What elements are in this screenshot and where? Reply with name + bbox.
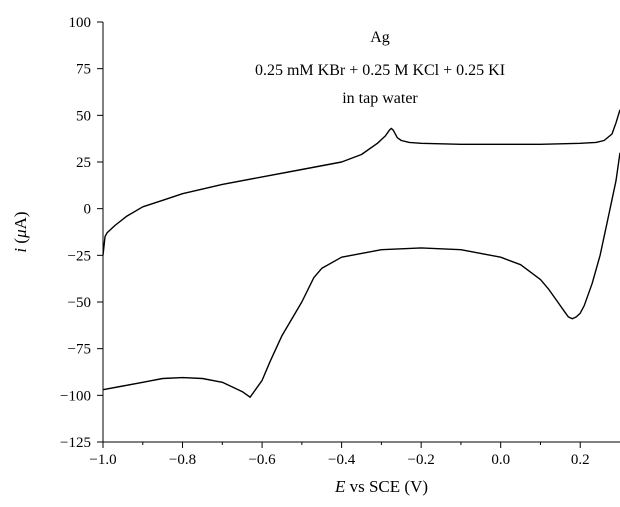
x-axis-label-text: vs SCE (V) bbox=[345, 477, 428, 496]
x-tick-label: −0.6 bbox=[248, 452, 276, 468]
x-tick-label: −1.0 bbox=[89, 452, 116, 468]
y-axis-label-mu: μ bbox=[11, 229, 30, 239]
x-tick-label: 0.0 bbox=[491, 452, 510, 468]
x-tick-label: −0.8 bbox=[169, 452, 196, 468]
y-tick-label: 50 bbox=[76, 108, 91, 124]
y-tick-label: 25 bbox=[76, 155, 91, 171]
anodic-scan-line bbox=[102, 109, 620, 256]
y-tick-label: −100 bbox=[60, 388, 91, 404]
y-tick-label: 0 bbox=[84, 202, 92, 218]
x-axis-label-symbol: E bbox=[334, 477, 346, 496]
curve-group bbox=[102, 109, 620, 398]
x-tick-label: 0.2 bbox=[571, 452, 590, 468]
cathodic-scan-line bbox=[102, 152, 620, 398]
y-axis-label-symbol: i bbox=[11, 248, 30, 253]
y-tick-label: −125 bbox=[60, 435, 91, 451]
y-ticks: 100 75 50 25 0 −25 −50 −75 −100 −125 bbox=[60, 15, 103, 451]
axes-group bbox=[102, 22, 620, 443]
y-tick-label: −25 bbox=[68, 248, 91, 264]
annotation-electrode: Ag bbox=[370, 29, 390, 46]
x-tick-label: −0.4 bbox=[328, 452, 356, 468]
y-tick-label: 100 bbox=[69, 15, 92, 31]
y-tick-label: −50 bbox=[68, 295, 91, 311]
x-ticks: −1.0 −0.8 −0.6 −0.4 −0.2 0.0 0.2 bbox=[89, 442, 590, 468]
annotation-medium: in tap water bbox=[342, 90, 418, 107]
y-tick-label: −75 bbox=[68, 342, 91, 358]
y-tick-label: 75 bbox=[76, 62, 91, 78]
y-axis-label-open: ( bbox=[11, 238, 30, 248]
annotation-solution: 0.25 mM KBr + 0.25 M KCl + 0.25 KI bbox=[255, 62, 505, 79]
y-axis-label-unit: A) bbox=[11, 211, 30, 229]
x-tick-label: −0.2 bbox=[408, 452, 435, 468]
y-axis-label: i (μA) bbox=[11, 211, 30, 252]
x-axis-label: E vs SCE (V) bbox=[334, 477, 428, 496]
annotation-group: Ag 0.25 mM KBr + 0.25 M KCl + 0.25 KI in… bbox=[255, 29, 505, 107]
